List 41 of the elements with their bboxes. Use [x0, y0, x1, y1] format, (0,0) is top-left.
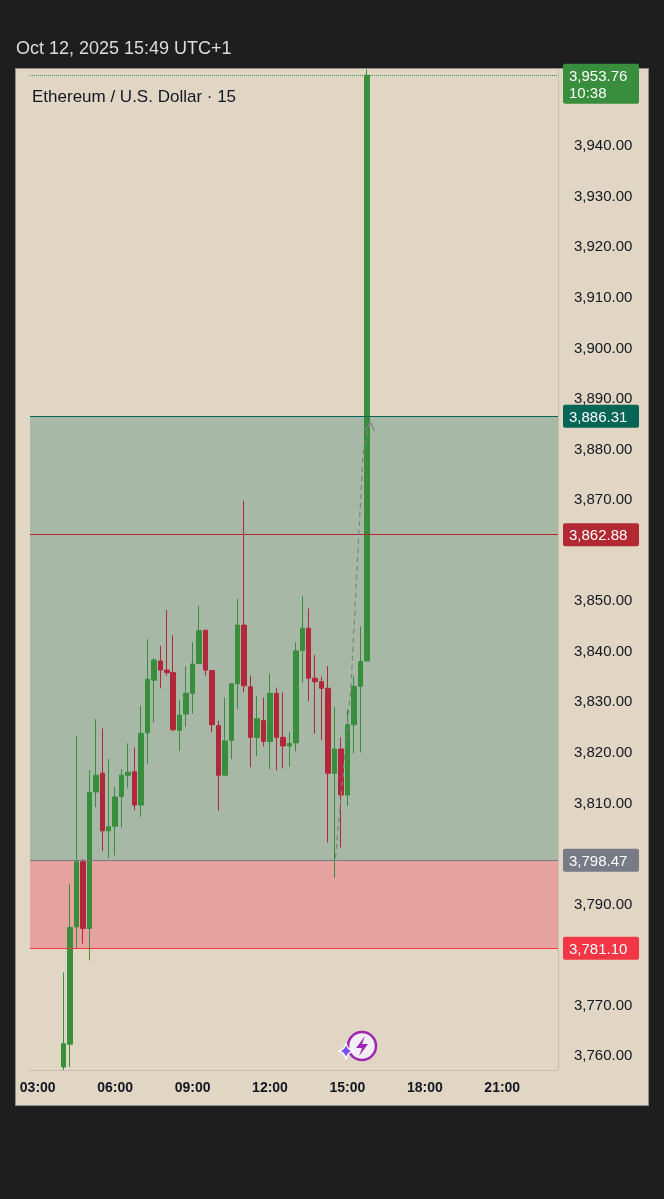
y-tick-label: 3,760.00: [574, 1046, 633, 1064]
y-tick-label: 3,810.00: [574, 793, 633, 811]
y-tick-label: 3,920.00: [574, 237, 633, 255]
candlestick: [254, 695, 260, 757]
ref-line-label: 3,781.10: [569, 939, 628, 957]
x-tick-label: 21:00: [484, 1079, 521, 1095]
candlestick: [132, 746, 137, 811]
x-tick-label: 09:00: [174, 1079, 211, 1095]
candlestick: [261, 696, 266, 747]
candlestick: [216, 720, 221, 812]
y-tick-label: 3,770.00: [574, 995, 633, 1013]
text: Ethereum / U.S. Dollar · 15: [32, 87, 237, 106]
ref-line-label: 3,862.88: [569, 526, 628, 544]
x-tick-label: 15:00: [329, 1079, 366, 1095]
y-tick-label: 3,840.00: [574, 641, 633, 659]
ref-line-label: 3,798.47: [569, 851, 628, 869]
x-tick-label: 03:00: [19, 1079, 56, 1095]
ref-line-label: 3,886.31: [569, 407, 628, 425]
y-tick-label: 3,790.00: [574, 894, 633, 912]
candlestick: [332, 706, 337, 879]
candlestick: [338, 736, 344, 849]
text: Oct 12, 2025 15:49 UTC+1: [16, 37, 232, 59]
y-tick-label: 3,910.00: [574, 288, 633, 305]
y-tick-label: 3,890.00: [574, 389, 633, 407]
y-tick-label: 3,880.00: [574, 439, 633, 457]
candlestick: [248, 675, 253, 768]
y-tick-label: 3,850.00: [574, 591, 633, 609]
x-tick-label: 18:00: [406, 1079, 443, 1095]
candlestick: [80, 858, 86, 945]
y-tick-label: 3,930.00: [574, 186, 633, 204]
y-tick-label: 3,820.00: [574, 743, 633, 760]
candlestick: [267, 673, 273, 770]
x-tick-label: 06:00: [97, 1079, 134, 1095]
ref-line-label: 3,953.76 10:38: [569, 66, 628, 101]
candlestick: [100, 727, 105, 852]
y-tick-label: 3,900.00: [574, 338, 633, 356]
x-tick-label: 12:00: [252, 1079, 289, 1095]
y-tick-label: 3,870.00: [574, 490, 633, 508]
y-tick-label: 3,940.00: [574, 136, 633, 154]
y-tick-label: 3,830.00: [574, 692, 633, 710]
candlestick: [138, 705, 144, 818]
